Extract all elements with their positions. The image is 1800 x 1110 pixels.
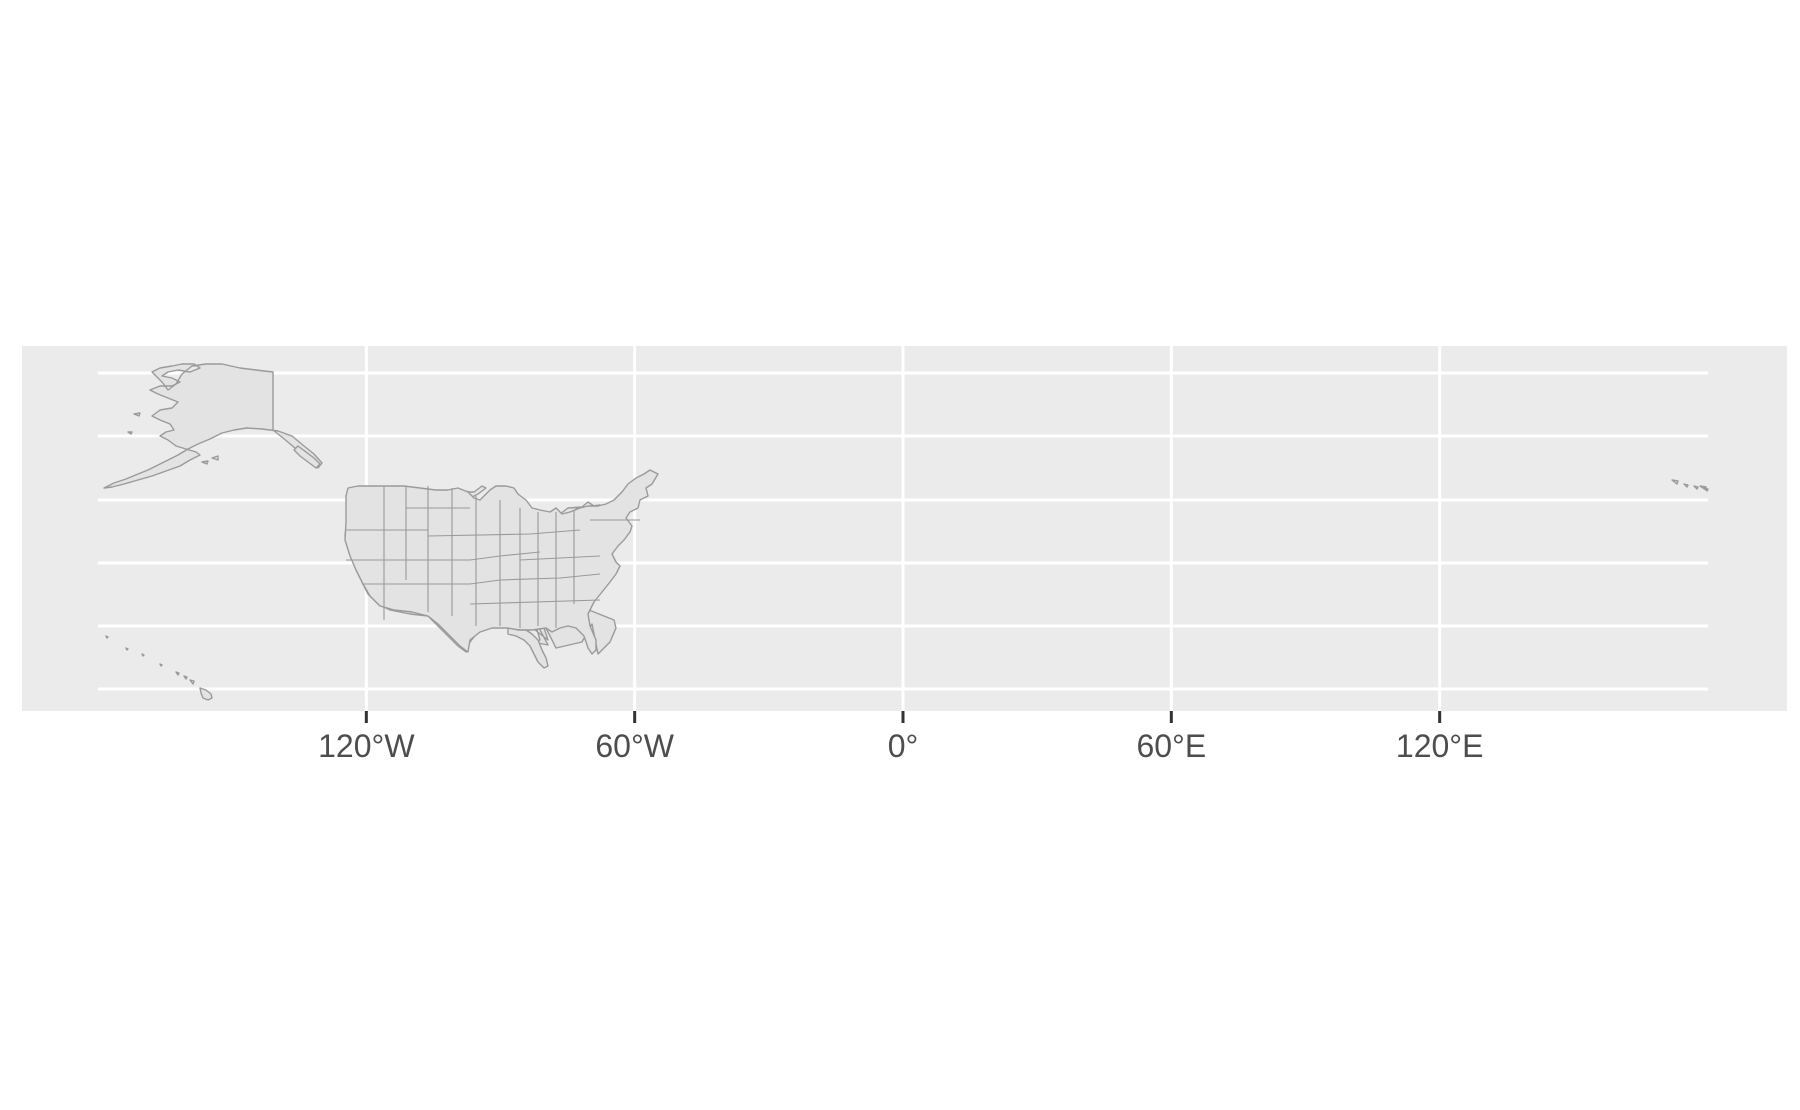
x-axis-tick-label: 120°W bbox=[318, 728, 415, 764]
x-axis-tick-label: 0° bbox=[888, 728, 919, 764]
contiguous-us-body bbox=[344, 469, 659, 655]
x-axis-tick-label: 60°W bbox=[595, 728, 674, 764]
land-regions bbox=[103, 363, 1709, 701]
aleutian-islands-shape bbox=[1671, 479, 1709, 492]
x-axis-tick-label: 120°E bbox=[1396, 728, 1484, 764]
alaska-shape bbox=[103, 363, 323, 489]
x-axis-ticks bbox=[364, 711, 1442, 723]
hawaii-shape bbox=[105, 635, 213, 701]
florida-shape bbox=[507, 627, 549, 669]
alaska-panhandle bbox=[293, 445, 321, 469]
x-axis-labels: 120°W 60°W 0° 60°E 120°E bbox=[318, 728, 1483, 764]
x-axis-tick-label: 60°E bbox=[1136, 728, 1206, 764]
state-borders bbox=[346, 486, 640, 628]
alaska-islands bbox=[127, 412, 219, 465]
longitude-gridlines bbox=[364, 346, 1442, 711]
